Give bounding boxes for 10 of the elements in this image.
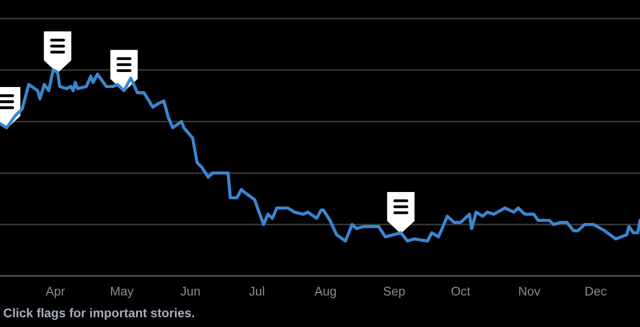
x-tick-label: Nov (519, 286, 540, 296)
x-tick-label: Sep (384, 286, 405, 298)
x-tick-label: Jul (249, 286, 264, 296)
x-tick-label: Dec (586, 286, 606, 296)
x-tick-label: Apr (46, 286, 65, 298)
x-tick-label: Oct (451, 286, 470, 296)
x-tick-label: May (111, 286, 134, 298)
x-tick-label: Aug (314, 286, 336, 298)
x-tick-label: Jun (180, 286, 200, 296)
text: Click flags for important stories. (4, 308, 194, 320)
